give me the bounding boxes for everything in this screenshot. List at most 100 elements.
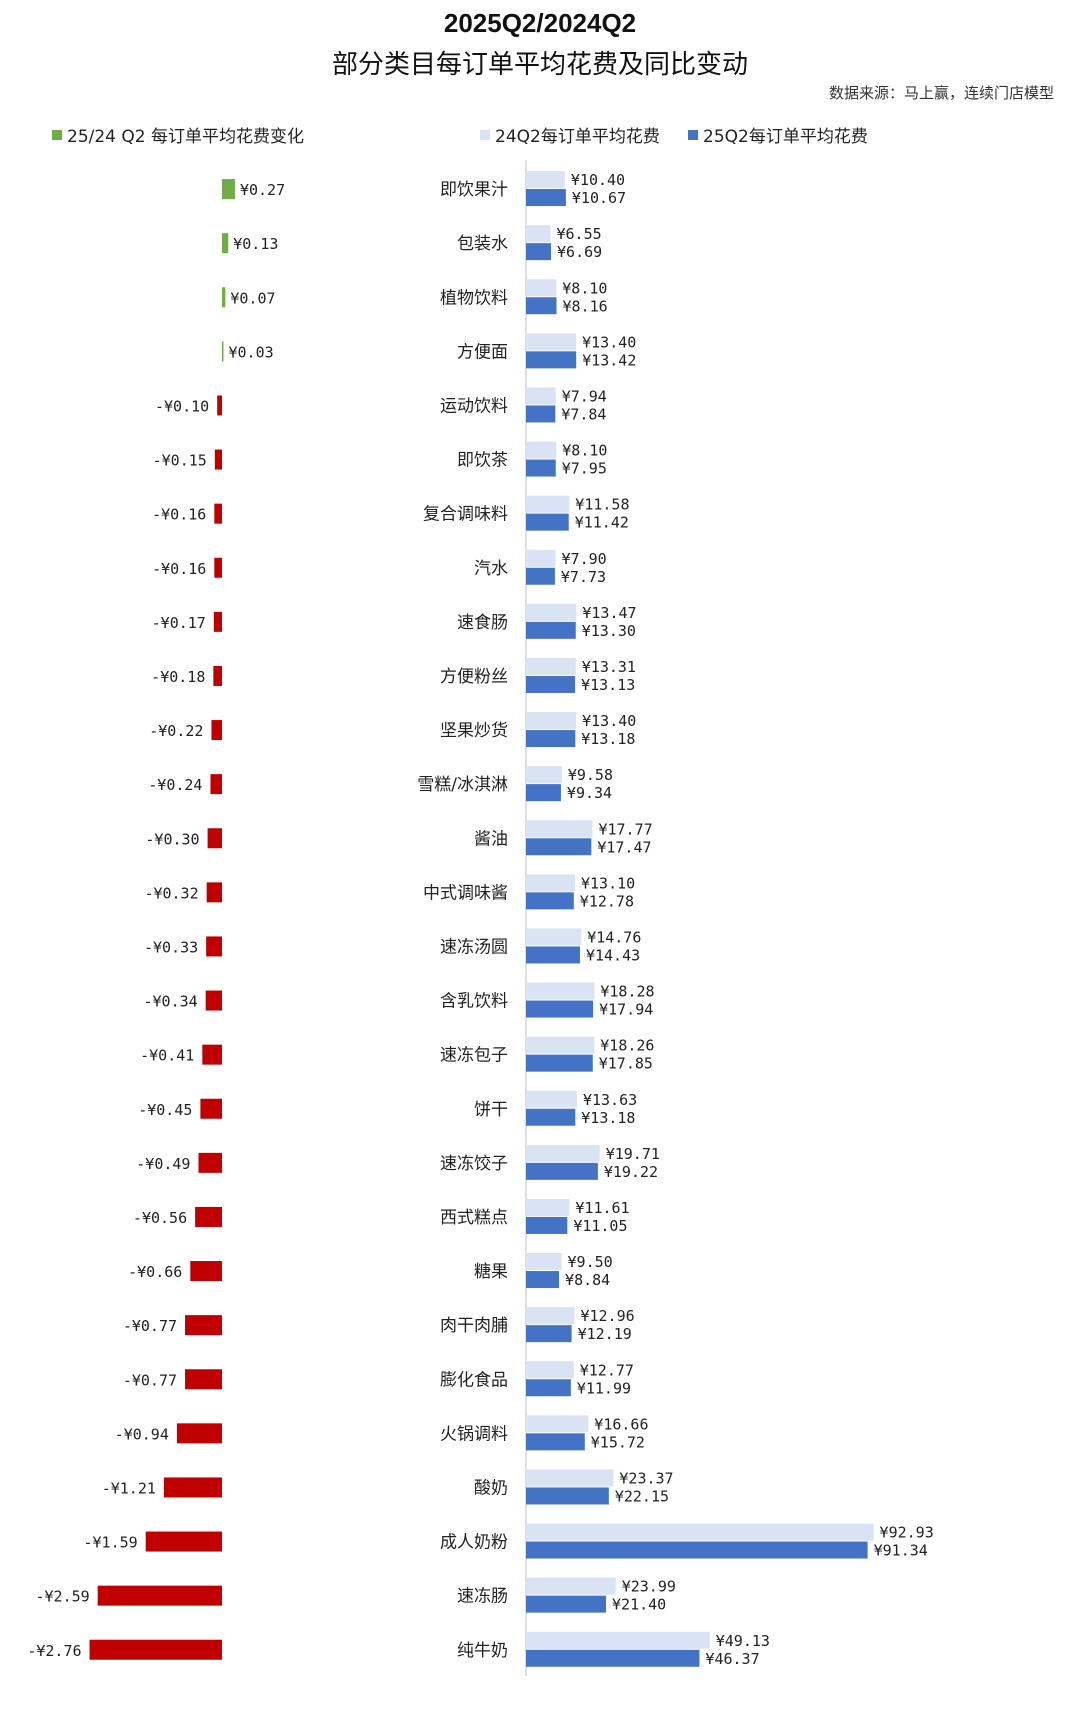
change-label-row-14: -¥0.32 xyxy=(144,884,198,902)
bar-2025-row-25 xyxy=(526,1487,609,1505)
bar-2024-label-row-21: ¥9.50 xyxy=(568,1253,613,1271)
bar-2024-row-6 xyxy=(526,441,557,459)
change-bar-row-12 xyxy=(210,774,222,795)
legend-item-change: 25/24 Q2 每订单平均花费变化 xyxy=(52,122,304,147)
legend-item-2025: 25Q2每订单平均花费 xyxy=(688,122,868,147)
category-label-row-4: 方便面 xyxy=(457,342,508,362)
change-bar-row-11 xyxy=(211,720,222,741)
bar-2024-row-4 xyxy=(526,333,577,351)
bar-2024-label-row-18: ¥13.63 xyxy=(583,1091,637,1109)
change-bar-row-2 xyxy=(222,233,229,254)
category-label-row-25: 酸奶 xyxy=(474,1478,508,1498)
category-label-row-26: 成人奶粉 xyxy=(440,1533,508,1553)
bar-2024-label-row-24: ¥16.66 xyxy=(594,1415,648,1433)
change-bar-row-19 xyxy=(198,1152,222,1173)
bar-2025-label-row-27: ¥21.40 xyxy=(612,1596,666,1614)
bar-2024-row-2 xyxy=(526,225,551,243)
bar-2025-row-14 xyxy=(526,892,574,910)
bar-2024-label-row-7: ¥11.58 xyxy=(575,496,629,514)
category-label-row-7: 复合调味料 xyxy=(423,505,508,525)
bar-2024-row-26 xyxy=(526,1523,874,1541)
change-label-row-5: -¥0.10 xyxy=(155,397,209,415)
bar-2025-row-21 xyxy=(526,1271,560,1289)
change-label-row-18: -¥0.45 xyxy=(138,1101,192,1119)
bar-2024-label-row-13: ¥17.77 xyxy=(598,820,652,838)
change-label-row-12: -¥0.24 xyxy=(148,776,202,794)
category-label-row-13: 酱油 xyxy=(474,829,508,849)
category-label-row-5: 运动饮料 xyxy=(440,396,508,416)
bar-2024-row-16 xyxy=(526,982,595,1000)
bar-2025-label-row-24: ¥15.72 xyxy=(591,1433,645,1451)
bar-2025-label-row-14: ¥12.78 xyxy=(580,892,634,910)
bar-2025-row-28 xyxy=(526,1649,700,1667)
bar-2025-row-27 xyxy=(526,1595,607,1613)
bar-2025-label-row-23: ¥11.99 xyxy=(577,1379,631,1397)
bar-2025-row-26 xyxy=(526,1541,868,1559)
category-label-row-11: 坚果炒货 xyxy=(440,721,508,741)
bar-2024-row-27 xyxy=(526,1577,616,1595)
bar-2025-label-row-21: ¥8.84 xyxy=(565,1271,610,1289)
bar-2024-row-20 xyxy=(526,1198,570,1216)
bar-2024-row-1 xyxy=(526,171,565,189)
bar-2024-label-row-23: ¥12.77 xyxy=(580,1361,634,1379)
change-label-row-26: -¥1.59 xyxy=(83,1534,137,1552)
bar-2024-label-row-14: ¥13.10 xyxy=(581,874,635,892)
bar-2025-row-4 xyxy=(526,351,577,369)
legend-swatch-2025 xyxy=(688,129,698,140)
bar-2024-label-row-4: ¥13.40 xyxy=(582,333,636,351)
change-label-row-16: -¥0.34 xyxy=(143,993,197,1011)
change-label-row-9: -¥0.17 xyxy=(152,614,206,632)
category-label-row-21: 糖果 xyxy=(474,1262,508,1282)
bar-2025-label-row-11: ¥13.18 xyxy=(581,730,635,748)
bar-2025-label-row-19: ¥19.22 xyxy=(604,1163,658,1181)
change-label-row-28: -¥2.76 xyxy=(27,1642,81,1660)
change-bar-row-16 xyxy=(205,990,222,1011)
bar-2024-label-row-22: ¥12.96 xyxy=(580,1307,634,1325)
bar-2025-row-17 xyxy=(526,1054,593,1072)
category-label-row-10: 方便粉丝 xyxy=(440,667,508,687)
bar-2024-row-28 xyxy=(526,1631,710,1649)
bar-2024-label-row-26: ¥92.93 xyxy=(880,1524,934,1542)
change-bar-row-21 xyxy=(190,1261,222,1282)
bar-2025-row-5 xyxy=(526,405,556,423)
bar-2025-row-3 xyxy=(526,297,557,315)
bar-2025-label-row-1: ¥10.67 xyxy=(572,189,626,207)
change-label-row-25: -¥1.21 xyxy=(102,1479,156,1497)
bar-2024-label-row-17: ¥18.26 xyxy=(600,1037,654,1055)
bar-2024-label-row-25: ¥23.37 xyxy=(619,1469,673,1487)
bar-2025-label-row-5: ¥7.84 xyxy=(561,405,606,423)
category-label-row-17: 速冻包子 xyxy=(440,1046,508,1066)
bar-2025-row-12 xyxy=(526,784,561,802)
category-label-row-28: 纯牛奶 xyxy=(457,1641,508,1661)
change-label-row-20: -¥0.56 xyxy=(133,1209,187,1227)
bar-2025-label-row-10: ¥13.13 xyxy=(581,676,635,694)
change-bar-row-10 xyxy=(213,665,222,686)
change-bar-row-17 xyxy=(202,1044,222,1065)
chart-title: 2025Q2/2024Q2 xyxy=(443,8,637,38)
bar-2025-row-18 xyxy=(526,1108,576,1126)
bar-2025-label-row-16: ¥17.94 xyxy=(599,1001,653,1019)
category-label-row-23: 膨化食品 xyxy=(440,1370,508,1390)
category-label-row-9: 速食肠 xyxy=(457,613,508,633)
bar-2025-row-7 xyxy=(526,513,569,531)
change-label-row-1: ¥0.27 xyxy=(240,181,285,199)
bar-2024-label-row-28: ¥49.13 xyxy=(716,1632,770,1650)
change-bar-row-4 xyxy=(222,341,224,362)
bar-2025-label-row-2: ¥6.69 xyxy=(557,243,602,261)
change-bar-row-5 xyxy=(217,395,222,416)
change-label-row-23: -¥0.77 xyxy=(123,1371,177,1389)
change-label-row-7: -¥0.16 xyxy=(152,506,206,524)
bar-2025-label-row-13: ¥17.47 xyxy=(597,838,651,856)
bar-2025-row-24 xyxy=(526,1433,585,1451)
change-label-row-17: -¥0.41 xyxy=(140,1047,194,1065)
bar-2025-row-23 xyxy=(526,1379,571,1397)
bar-2024-label-row-2: ¥6.55 xyxy=(556,225,601,243)
change-label-row-4: ¥0.03 xyxy=(229,343,274,361)
bar-2025-label-row-7: ¥11.42 xyxy=(575,514,629,532)
bar-2025-label-row-6: ¥7.95 xyxy=(562,460,607,478)
bar-2024-label-row-12: ¥9.58 xyxy=(568,766,613,784)
bar-2025-row-8 xyxy=(526,567,555,585)
change-bar-row-6 xyxy=(214,449,222,470)
bar-2025-label-row-12: ¥9.34 xyxy=(567,784,612,802)
